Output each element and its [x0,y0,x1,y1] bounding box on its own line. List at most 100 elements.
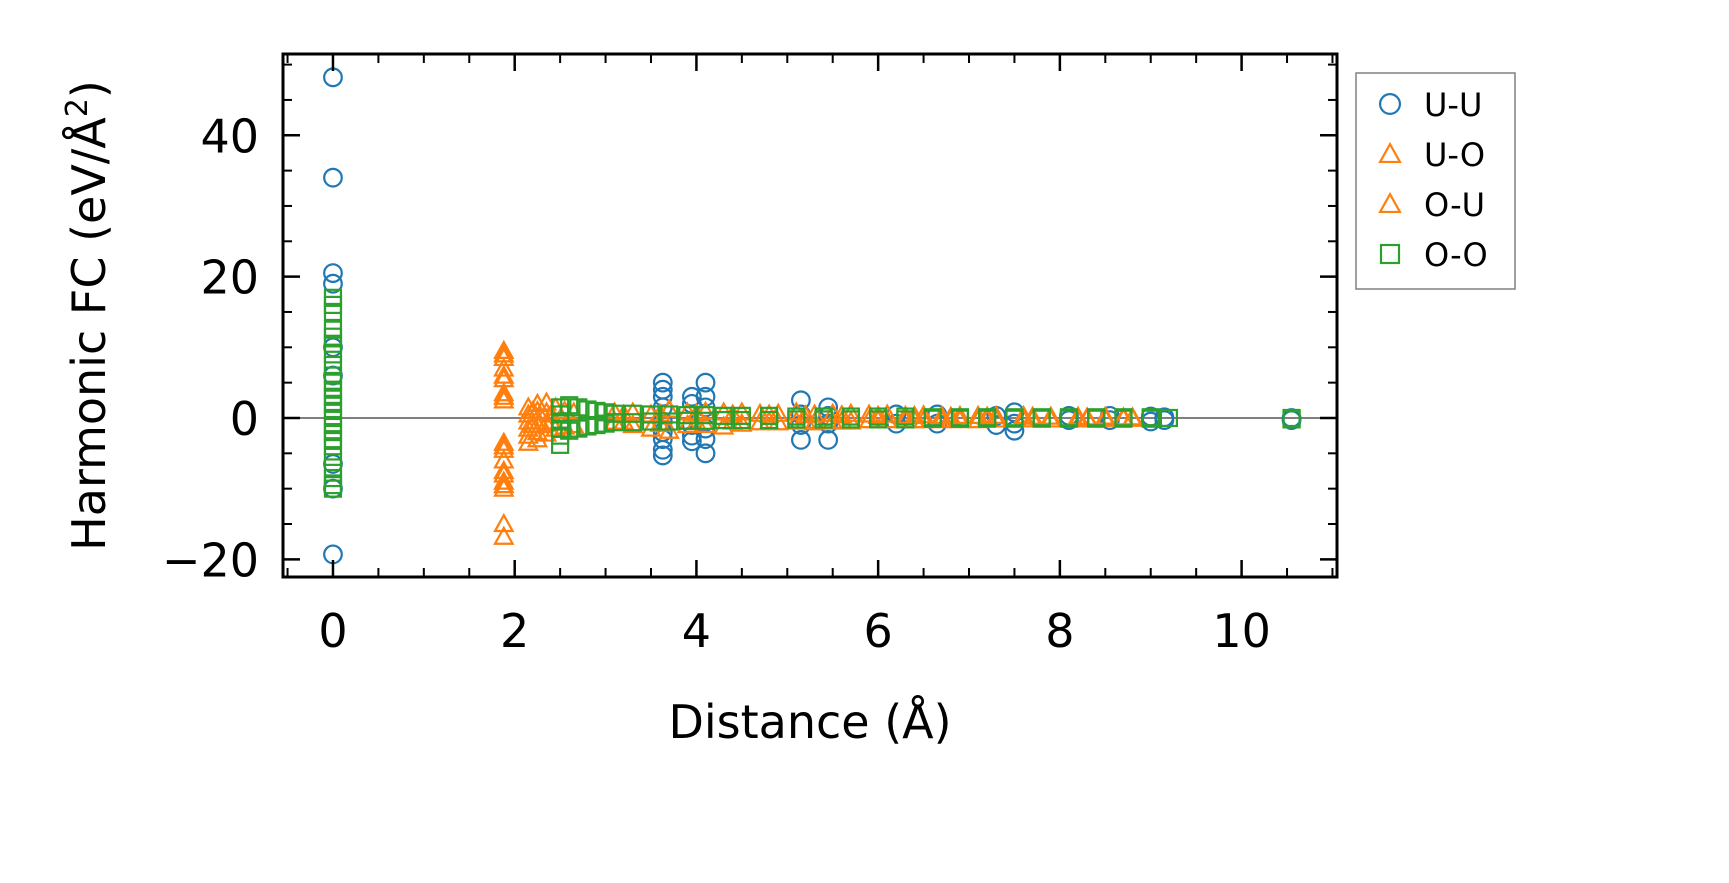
data-point-24 [695,386,716,407]
data-point-88 [1282,410,1301,429]
data-point-61 [814,410,833,429]
series-U-O [493,339,1144,545]
data-point-38 [622,413,644,434]
data-point-32 [791,429,811,450]
x-tick-label: 2 [500,604,529,658]
data-point-7 [522,413,544,434]
legend-marker [1379,243,1401,265]
data-point-85 [1141,409,1160,428]
data-point-59 [787,410,806,429]
data-point-20 [323,458,343,477]
data-point-2 [493,385,515,405]
data-point-33 [818,397,839,418]
data-point-63 [841,410,860,429]
x-axis-label: Distance (Å) [668,695,951,749]
x-tick-label: 8 [1045,604,1074,658]
data-point-43 [623,413,642,432]
data-point-57 [760,411,779,430]
data-point-13 [493,525,515,545]
data-point-2 [493,357,515,377]
legend: U-U U-O O-U O-O [1355,72,1516,290]
y-axis-label-close: ) [62,80,116,98]
data-point-17 [652,445,673,466]
legend-label: U-O [1424,136,1485,174]
data-point-3 [323,273,343,294]
data-point-2 [323,302,343,322]
data-point-45 [641,412,661,431]
data-point-6 [323,345,343,364]
ticks-layer: 0 2 4 6 8 10 −20 0 20 40 [162,54,1337,658]
legend-marker [1378,191,1402,214]
data-point-36 [818,429,839,450]
data-point-24 [867,404,889,424]
legend-label: O-O [1424,236,1488,274]
data-point-7 [323,478,343,499]
data-point-7 [323,355,343,375]
data-point-12 [493,512,515,533]
y-tick-label: 40 [200,109,259,163]
data-point-5 [493,474,515,494]
data-point-9 [652,372,673,393]
y-axis-label-main: Harmonic FC (eV/Å [62,117,116,551]
data-point-55 [732,411,751,430]
data-point-86 [1159,408,1179,428]
data-point-18 [323,437,343,456]
data-point-0 [493,343,515,363]
data-point-49 [678,411,697,430]
x-tick-label: 0 [318,604,347,658]
data-point-4 [493,382,515,402]
legend-item-O-U: O-U [1378,186,1485,224]
data-point-81 [1087,409,1106,428]
data-point-18 [517,424,539,444]
y-tick-label: −20 [162,533,259,587]
data-point-19 [517,431,539,451]
legend-label: U-U [1424,86,1482,124]
data-point-53 [714,411,733,430]
plot-frame [281,52,1339,579]
data-point-40 [640,417,662,437]
data-point-28 [695,443,716,464]
data-point-23 [323,479,343,498]
data-point-19 [323,447,343,466]
data-point-18 [681,386,702,407]
data-point-1 [323,167,343,188]
legend-item-O-O: O-O [1379,236,1488,274]
data-point-75 [1005,409,1024,428]
data-point-79 [1059,409,1079,428]
data-point-23 [695,372,716,393]
data-point-53 [1154,410,1175,431]
data-point-27 [535,412,558,432]
legend-item-U-U: U-U [1378,86,1482,124]
y-axis-label-superscript: 2 [60,98,95,117]
data-points-layer [323,67,1302,565]
data-point-69 [923,409,942,428]
y-axis-label: Harmonic FC (eV/Å2) [60,80,116,551]
data-point-51 [696,411,715,430]
data-point-47 [660,412,679,431]
data-point-73 [978,409,997,428]
data-point-27 [695,429,716,450]
data-point-1 [493,364,515,384]
data-point-3 [493,435,515,455]
data-point-67 [896,410,915,429]
series-U-U [323,67,1302,565]
data-point-83 [1114,409,1133,428]
series-O-O [323,288,1301,498]
data-point-45 [694,400,717,420]
x-tick-label: 4 [682,604,711,658]
x-tick-label: 6 [864,604,893,658]
data-point-30 [976,405,998,425]
legend-item-U-O: U-O [1378,136,1485,174]
data-point-5 [323,334,343,353]
data-point-18 [758,403,780,423]
y-tick-label: 0 [230,392,259,446]
data-point-48 [713,415,735,435]
data-point-0 [323,67,343,88]
data-point-77 [1032,409,1051,428]
data-point-2 [323,263,343,283]
data-point-7 [493,438,515,458]
legend-marker [1378,92,1401,115]
data-point-11 [493,477,515,497]
